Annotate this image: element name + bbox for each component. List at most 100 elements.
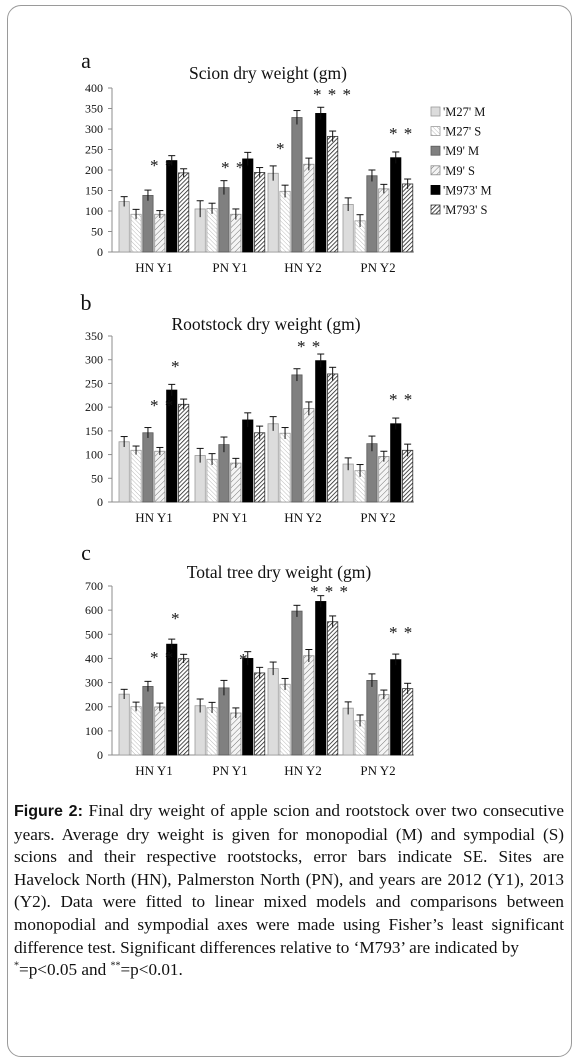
bar (142, 686, 154, 756)
bar (254, 172, 266, 253)
bar (402, 688, 414, 756)
y-tick-label: 150 (85, 184, 103, 198)
legend-label: 'M27' M (443, 105, 485, 119)
y-tick-label: 100 (85, 724, 103, 738)
bar (242, 658, 254, 756)
bar (378, 188, 390, 253)
legend: 'M27' M 'M27' S 'M9' M 'M9' S 'M973' M 'M793'… (430, 105, 492, 217)
bar (327, 621, 339, 756)
bar (130, 449, 142, 503)
bar (378, 456, 390, 503)
bar (279, 190, 291, 253)
bar (118, 201, 130, 253)
chart-title: Scion dry weight (gm) (189, 63, 347, 83)
x-tick-label: PN Y1 (212, 260, 247, 275)
x-tick-label: HN Y2 (284, 510, 321, 525)
caption-text: Final dry weight of apple scion and root… (14, 801, 564, 957)
bar (378, 694, 390, 756)
bar (142, 432, 154, 503)
y-tick-label: 100 (85, 204, 103, 218)
x-tick-label: HN Y1 (135, 763, 172, 778)
significance-marker: * * (389, 623, 413, 642)
bar (206, 458, 218, 503)
y-tick-label: 400 (85, 81, 103, 95)
bar (254, 672, 266, 756)
chart-title: Total tree dry weight (gm) (187, 562, 372, 582)
caption-ref: ‘M793’ (353, 937, 405, 957)
x-tick-label: PN Y2 (360, 763, 395, 778)
significance-marker: * (276, 139, 286, 158)
bar (230, 213, 242, 253)
significance-marker: * * (221, 158, 245, 177)
x-tick-label: HN Y1 (135, 510, 172, 525)
y-tick-label: 0 (97, 495, 103, 509)
bar (267, 172, 279, 253)
y-tick-label: 150 (85, 424, 103, 438)
legend-label: 'M9' M (443, 144, 479, 158)
caption-sup-1: * (14, 960, 19, 972)
y-tick-label: 300 (85, 676, 103, 690)
x-tick-label: HN Y2 (284, 260, 321, 275)
bar (390, 157, 402, 253)
panel-letter: a (81, 48, 91, 73)
x-tick-label: PN Y2 (360, 510, 395, 525)
bar (154, 213, 166, 253)
figure-frame (7, 5, 572, 1057)
bar (279, 683, 291, 756)
y-tick-label: 350 (85, 102, 103, 116)
bar (303, 408, 315, 503)
bar (327, 373, 339, 503)
significance-marker: * * (150, 396, 174, 415)
bar (230, 712, 242, 756)
significance-marker: * (239, 650, 249, 669)
significance-marker: * * (297, 337, 321, 356)
significance-marker: * * (389, 390, 413, 409)
y-tick-label: 50 (91, 471, 103, 485)
chart-panel-b: b Rootstock dry weight (gm) 0 50 100 150 200 25… (81, 290, 414, 525)
caption-label: Figure 2: (14, 803, 83, 820)
y-tick-label: 200 (85, 700, 103, 714)
bar (154, 706, 166, 756)
figure-caption: Figure 2: Final dry weight of apple scio… (14, 800, 564, 982)
caption-text-2: are indicated by (404, 937, 519, 957)
bar (154, 450, 166, 503)
bar (267, 668, 279, 756)
y-tick-label: 0 (97, 748, 103, 762)
legend-swatch (430, 126, 441, 136)
bar (366, 679, 378, 756)
x-tick-label: PN Y1 (212, 763, 247, 778)
bar (390, 423, 402, 503)
y-tick-label: 600 (85, 603, 103, 617)
bar (206, 707, 218, 756)
legend-label: 'M27' S (443, 125, 481, 139)
y-tick-label: 0 (97, 245, 103, 259)
y-tick-label: 50 (91, 225, 103, 239)
bar (206, 208, 218, 253)
bar (218, 444, 230, 503)
y-tick-label: 200 (85, 400, 103, 414)
bar (118, 441, 130, 503)
bar (178, 172, 190, 253)
bar (279, 432, 291, 503)
bar (402, 183, 414, 253)
bar (342, 707, 354, 756)
y-tick-label: 100 (85, 448, 103, 462)
bar (230, 462, 242, 503)
y-tick-label: 350 (85, 329, 103, 343)
bar (291, 374, 303, 503)
bar (178, 403, 190, 503)
caption-text-3: =p<0.05 and (19, 960, 111, 980)
bar (366, 443, 378, 503)
bar (366, 175, 378, 253)
caption-text-4: =p<0.01. (120, 960, 183, 980)
legend-label: 'M9' S (443, 164, 475, 178)
y-tick-label: 300 (85, 122, 103, 136)
significance-marker: * * (150, 156, 174, 175)
significance-marker: * (171, 609, 181, 628)
bar (402, 449, 414, 503)
significance-marker: * * (150, 648, 174, 667)
bar (218, 187, 230, 253)
legend-swatch (430, 184, 441, 195)
chart-title: Rootstock dry weight (gm) (171, 314, 360, 334)
x-tick-label: HN Y2 (284, 763, 321, 778)
